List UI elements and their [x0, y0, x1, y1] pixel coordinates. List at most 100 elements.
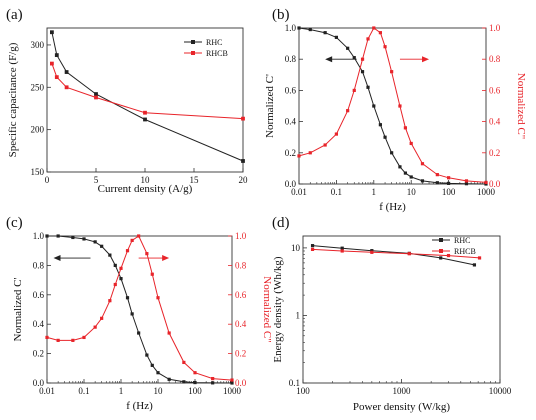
- panel-label-d: (d): [272, 215, 290, 231]
- plot-frame-d: [302, 235, 501, 384]
- data-point-c-0: [211, 381, 215, 385]
- data-point-c-1: [119, 266, 123, 270]
- y-right-tick-label: 0.2: [235, 349, 246, 359]
- y-axis-title: Normalized C': [12, 277, 24, 341]
- data-point-a-1: [54, 75, 59, 80]
- legend-label: RHCB: [454, 247, 476, 256]
- x-tick-label: 0.1: [331, 187, 342, 197]
- data-point-c-0: [156, 371, 160, 375]
- data-point-c-1: [125, 249, 130, 253]
- x-tick-label: 1000: [477, 187, 496, 197]
- x-tick-label: 1: [119, 386, 124, 396]
- data-point-d-1: [340, 249, 344, 253]
- data-point-d-1: [310, 247, 315, 252]
- y-tick-label: 1.0: [285, 23, 297, 33]
- data-point-c-0: [108, 253, 112, 257]
- data-point-a-0: [50, 30, 54, 35]
- data-point-b-0: [352, 56, 356, 60]
- data-point-c-0: [193, 380, 197, 385]
- series-line-b-0: [298, 27, 487, 185]
- plot-frame-b: [298, 27, 487, 185]
- data-point-b-1: [308, 151, 312, 155]
- x-axis-title: Power density (W/kg): [353, 401, 450, 413]
- y-right-tick-label: 0.8: [489, 54, 501, 64]
- data-point-b-1: [366, 37, 370, 41]
- legend-marker: [439, 238, 443, 242]
- y-tick-label: 1: [296, 310, 301, 320]
- y-right-tick-label: 0.2: [489, 148, 500, 158]
- panel-label-b: (b): [272, 7, 290, 23]
- y-tick-label: 0.8: [33, 260, 45, 270]
- data-point-b-0: [346, 46, 350, 50]
- y-tick-label: 0.0: [285, 179, 297, 189]
- arrow-left-head: [325, 56, 333, 63]
- y-right-tick-label: 0.6: [489, 85, 501, 95]
- data-point-c-0: [230, 381, 234, 385]
- y-tick-label: 0.2: [285, 148, 296, 158]
- data-point-c-1: [156, 296, 160, 300]
- data-point-b-1: [334, 132, 338, 136]
- y-right-tick-label: 0.8: [235, 260, 247, 270]
- data-point-b-1: [352, 88, 356, 92]
- data-point-d-0: [370, 249, 374, 253]
- x-axis-title: Current density (A/g): [98, 183, 193, 195]
- data-point-b-1: [323, 143, 327, 147]
- data-point-c-0: [113, 263, 117, 267]
- data-point-c-0: [150, 363, 154, 367]
- y-tick-label: 0.8: [285, 54, 297, 64]
- data-point-d-0: [439, 256, 443, 260]
- y-tick-label: 1.0: [33, 231, 45, 241]
- data-point-b-0: [403, 171, 408, 175]
- data-point-b-1: [409, 141, 413, 146]
- data-point-b-0: [435, 181, 439, 185]
- data-point-a-1: [241, 116, 245, 121]
- x-tick-label: 0.01: [39, 386, 55, 396]
- legend-marker: [439, 249, 443, 253]
- x-tick-label: 100: [188, 386, 202, 396]
- arrow-right-head: [162, 255, 170, 262]
- data-point-b-0: [366, 85, 370, 89]
- arrow-left-head: [53, 255, 61, 262]
- data-point-b-1: [383, 45, 387, 49]
- x-tick-label: 5: [94, 175, 99, 185]
- x-tick-label: 10: [154, 386, 164, 396]
- data-point-b-1: [484, 180, 488, 185]
- data-point-b-0: [390, 151, 394, 155]
- y-axis-title: Normalized C': [264, 74, 276, 138]
- data-point-c-1: [230, 378, 234, 382]
- data-point-c-1: [82, 335, 86, 340]
- data-point-b-0: [297, 26, 301, 30]
- y-tick-label: 250: [31, 82, 45, 92]
- data-point-d-1: [370, 250, 374, 254]
- data-point-b-1: [435, 173, 439, 177]
- data-point-b-1: [420, 162, 425, 166]
- data-point-b-1: [403, 126, 408, 130]
- series-line-d-1: [312, 248, 480, 259]
- data-point-c-1: [167, 331, 171, 335]
- y-tick-label: 0.0: [33, 378, 45, 388]
- y-tick-label: 0.6: [285, 85, 297, 95]
- panel-c: (c)0.01 0.1 1 10 100 10000.0 0.00.2 0.20.4 0.40.…: [6, 215, 273, 412]
- data-point-b-0: [447, 181, 451, 185]
- series-line-d-0: [312, 245, 475, 266]
- data-point-b-0: [383, 135, 387, 139]
- y-tick-label: 0.6: [33, 290, 45, 300]
- data-point-b-1: [390, 70, 394, 74]
- data-point-b-0: [409, 175, 413, 179]
- data-point-a-1: [64, 85, 69, 90]
- data-point-a-0: [241, 159, 245, 163]
- data-point-c-1: [93, 325, 97, 329]
- x-tick-label: 100: [296, 386, 310, 396]
- x-tick-label: 0: [45, 175, 50, 185]
- data-point-a-0: [143, 117, 147, 122]
- panel-label-c: (c): [6, 215, 23, 231]
- y-tick-label: 150: [31, 167, 45, 177]
- data-point-c-1: [145, 252, 149, 256]
- data-point-d-0: [472, 263, 477, 267]
- data-point-b-1: [297, 154, 301, 158]
- data-point-b-0: [372, 104, 376, 108]
- data-point-c-1: [211, 376, 215, 381]
- x-tick-label: 10: [141, 175, 151, 185]
- data-point-c-0: [100, 244, 104, 248]
